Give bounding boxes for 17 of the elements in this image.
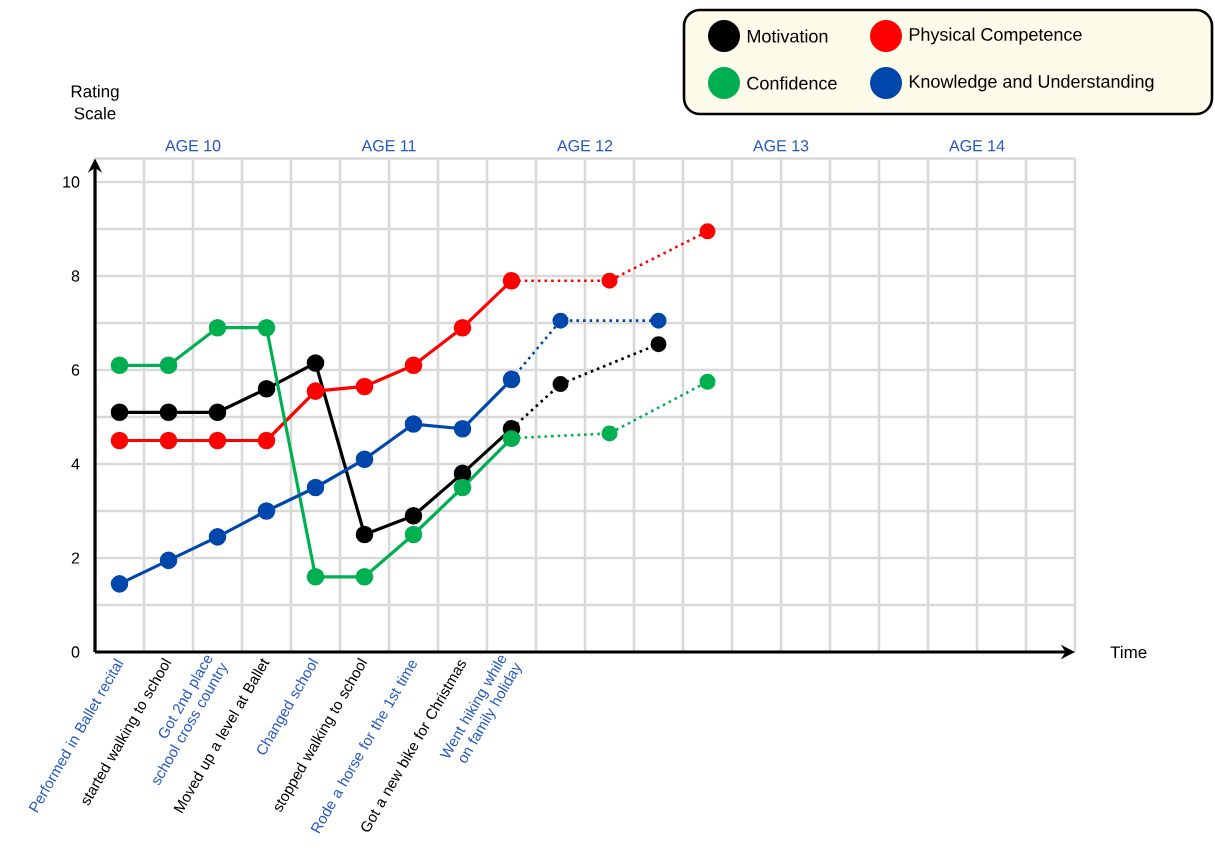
y-tick-label: 6 xyxy=(71,364,80,376)
legend-label: Knowledge and Understanding xyxy=(909,74,1154,92)
text: AGE 14 xyxy=(949,140,1005,152)
y-tick-label: 0 xyxy=(71,646,80,658)
text: AGE 12 xyxy=(557,140,613,152)
y-tick-label: 4 xyxy=(71,458,80,470)
y-tick-label: 8 xyxy=(71,270,80,282)
text: AGE 10 xyxy=(165,140,221,152)
legend-label: Confidence xyxy=(747,76,837,90)
x-axis-title: Time xyxy=(1110,645,1147,659)
y-axis-title: Rating Scale xyxy=(71,84,119,120)
y-tick-label: 2 xyxy=(71,552,80,564)
legend-label: Physical Competence xyxy=(909,27,1082,45)
legend-label: Motivation xyxy=(747,29,828,43)
y-tick-label: 10 xyxy=(63,176,80,188)
text: AGE 11 xyxy=(361,140,416,152)
text: AGE 13 xyxy=(753,140,809,152)
